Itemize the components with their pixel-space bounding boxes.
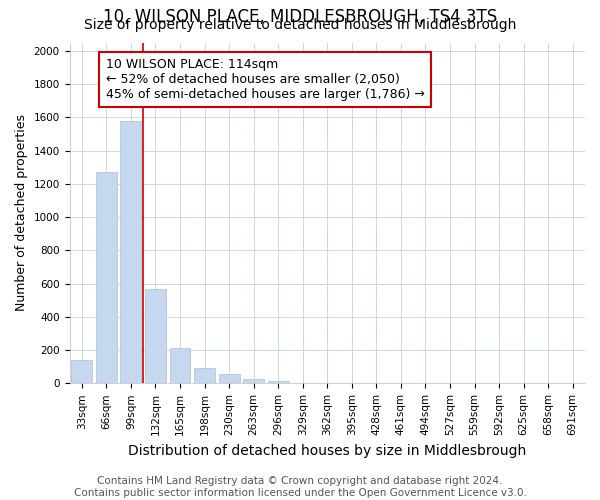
Y-axis label: Number of detached properties: Number of detached properties <box>15 114 28 312</box>
X-axis label: Distribution of detached houses by size in Middlesbrough: Distribution of detached houses by size … <box>128 444 526 458</box>
Text: 10 WILSON PLACE: 114sqm
← 52% of detached houses are smaller (2,050)
45% of semi: 10 WILSON PLACE: 114sqm ← 52% of detache… <box>106 58 424 101</box>
Bar <box>170 348 190 384</box>
Text: Size of property relative to detached houses in Middlesbrough: Size of property relative to detached ho… <box>84 18 516 32</box>
Bar <box>121 122 142 384</box>
Bar <box>194 368 215 384</box>
Bar <box>218 374 239 384</box>
Bar <box>96 172 117 384</box>
Bar <box>71 360 92 384</box>
Bar <box>145 288 166 384</box>
Bar <box>243 379 264 384</box>
Text: Contains HM Land Registry data © Crown copyright and database right 2024.
Contai: Contains HM Land Registry data © Crown c… <box>74 476 526 498</box>
Bar <box>268 381 289 384</box>
Text: 10, WILSON PLACE, MIDDLESBROUGH, TS4 3TS: 10, WILSON PLACE, MIDDLESBROUGH, TS4 3TS <box>103 8 497 26</box>
